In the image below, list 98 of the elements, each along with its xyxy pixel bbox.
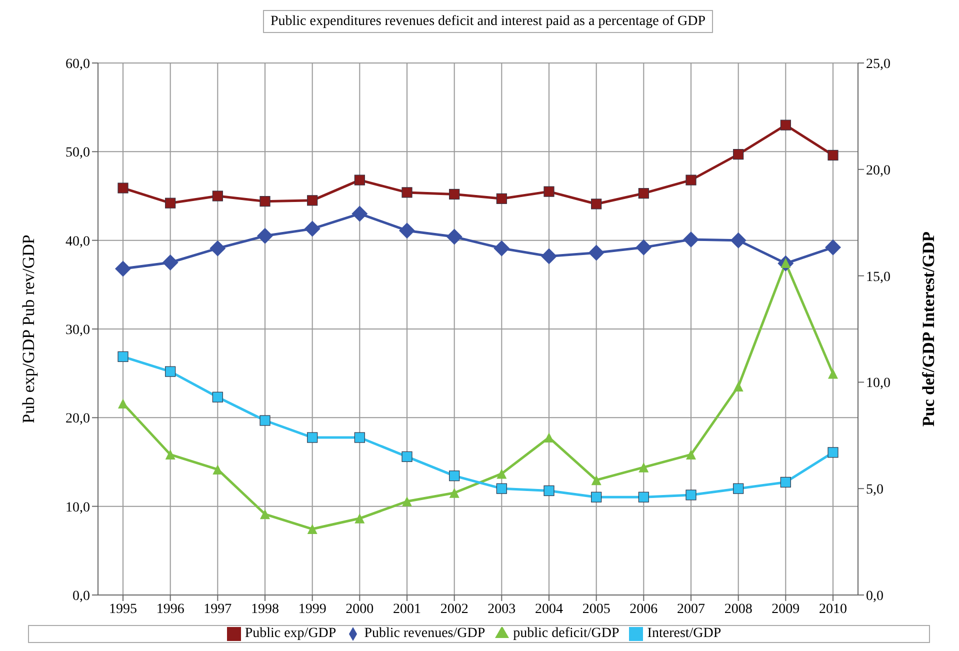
point bbox=[162, 254, 178, 270]
point bbox=[260, 415, 270, 426]
x-tick-label: 2007 bbox=[677, 602, 705, 617]
point bbox=[825, 239, 841, 256]
point bbox=[780, 476, 791, 488]
point bbox=[544, 485, 554, 496]
legend-label: Public revenues/GDP bbox=[364, 626, 486, 641]
point bbox=[304, 220, 320, 237]
y-tick-label: 40,0 bbox=[66, 234, 90, 250]
point bbox=[496, 483, 507, 494]
point bbox=[212, 464, 223, 474]
y-tick-label: 30,0 bbox=[66, 322, 90, 338]
y2-tick-label: 0,0 bbox=[866, 588, 884, 604]
y2-tick-label: 5,0 bbox=[866, 482, 884, 498]
x-tick-label: 2009 bbox=[772, 602, 800, 617]
point bbox=[638, 492, 649, 502]
legend-label: public deficit/GDP bbox=[513, 626, 620, 641]
x-tick-label: 1999 bbox=[298, 602, 326, 617]
point bbox=[307, 432, 318, 443]
y-tick-label: 50,0 bbox=[66, 146, 90, 161]
point bbox=[449, 188, 460, 200]
y-tick-label: 60,0 bbox=[66, 56, 90, 72]
point bbox=[307, 524, 318, 534]
legend-label: Public exp/GDP bbox=[244, 626, 336, 641]
point bbox=[780, 120, 791, 130]
point bbox=[118, 182, 128, 194]
point bbox=[257, 228, 273, 244]
point bbox=[588, 244, 604, 261]
x-tick-label: 2001 bbox=[393, 602, 421, 617]
point bbox=[683, 231, 699, 248]
y2-tick-label: 10,0 bbox=[866, 376, 890, 392]
point bbox=[118, 351, 128, 362]
point bbox=[828, 150, 838, 161]
x-tick-label: 1996 bbox=[156, 602, 184, 617]
point bbox=[212, 392, 223, 402]
x-tick-label: 2005 bbox=[582, 602, 610, 617]
point bbox=[544, 432, 554, 443]
point bbox=[636, 239, 652, 256]
point bbox=[446, 228, 462, 245]
x-tick-label: 2010 bbox=[819, 602, 847, 617]
point bbox=[260, 509, 270, 520]
y-axis-title: Pub exp/GDP Pub rev/GDP bbox=[19, 234, 38, 424]
point bbox=[591, 492, 602, 502]
point bbox=[260, 196, 270, 207]
point bbox=[165, 366, 176, 377]
point bbox=[496, 193, 507, 204]
point bbox=[828, 368, 838, 379]
x-tick-label: 2006 bbox=[630, 602, 658, 617]
point bbox=[494, 240, 510, 256]
y2-axis-title: Puc def/GDP Interest/GDP bbox=[919, 231, 938, 427]
point bbox=[496, 468, 507, 479]
point bbox=[402, 451, 412, 462]
point bbox=[686, 450, 696, 460]
point bbox=[733, 149, 744, 160]
point bbox=[354, 513, 365, 524]
y-tick-label: 0,0 bbox=[72, 588, 90, 604]
y2-tick-label: 15,0 bbox=[866, 270, 890, 285]
point bbox=[730, 232, 746, 248]
x-tick-label: 2000 bbox=[346, 602, 374, 617]
point bbox=[354, 174, 365, 186]
x-tick-label: 2003 bbox=[488, 602, 516, 617]
point bbox=[118, 398, 128, 408]
point bbox=[307, 195, 318, 206]
point bbox=[402, 187, 412, 198]
point bbox=[115, 260, 131, 277]
point bbox=[828, 447, 838, 458]
y2-tick-label: 25,0 bbox=[866, 56, 890, 72]
point bbox=[402, 496, 412, 506]
x-tick-label: 1997 bbox=[204, 602, 232, 617]
chart-title: Public expenditures revenues deficit and interest paid as a percentage of GDP bbox=[263, 10, 712, 33]
point bbox=[210, 240, 226, 256]
point bbox=[733, 381, 744, 392]
x-tick-label: 1998 bbox=[251, 602, 279, 617]
point bbox=[165, 198, 176, 208]
x-tick-label: 2004 bbox=[535, 602, 563, 617]
point bbox=[591, 198, 602, 210]
x-tick-label: 2008 bbox=[724, 602, 752, 617]
point bbox=[449, 488, 460, 498]
point bbox=[591, 475, 602, 486]
point bbox=[165, 450, 176, 460]
point bbox=[544, 186, 554, 197]
legend-label: Interest/GDP bbox=[647, 626, 722, 641]
point bbox=[638, 188, 649, 199]
point bbox=[541, 248, 557, 264]
point bbox=[686, 490, 696, 500]
point bbox=[638, 462, 649, 472]
x-tick-label: 2002 bbox=[440, 602, 468, 617]
point bbox=[686, 174, 696, 186]
x-tick-label: 1995 bbox=[109, 602, 137, 617]
point bbox=[399, 222, 415, 239]
point bbox=[352, 206, 368, 222]
y-tick-label: 20,0 bbox=[66, 412, 90, 427]
point bbox=[212, 190, 223, 202]
point bbox=[733, 483, 744, 494]
y-tick-label: 10,0 bbox=[66, 500, 90, 516]
point bbox=[354, 432, 365, 443]
point bbox=[449, 470, 460, 482]
y2-tick-label: 20,0 bbox=[866, 163, 890, 178]
